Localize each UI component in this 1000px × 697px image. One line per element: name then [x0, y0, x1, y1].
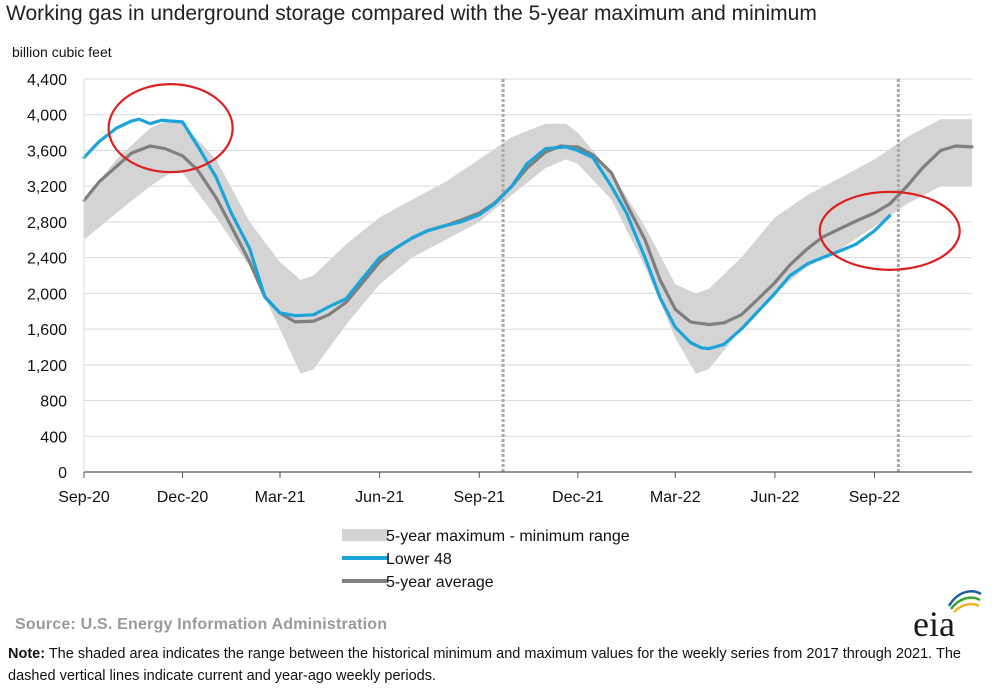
- range-band-layer: [84, 119, 972, 374]
- y-tick-label: 400: [40, 429, 67, 446]
- legend-five-year-average-label: 5-year average: [386, 574, 494, 591]
- x-tick-label: Dec-21: [552, 489, 604, 506]
- red-annotation-ellipse: [818, 190, 961, 271]
- y-tick-label: 0: [58, 465, 67, 482]
- dashed-reference-lines: [501, 79, 900, 472]
- x-tick-label: Sep-20: [58, 489, 110, 506]
- annotation-ellipses: [107, 83, 961, 271]
- chart-canvas: 0 400 800 1,200 1,600 2,000 2,400 2,800 3,200 3,6…: [27, 72, 974, 591]
- x-tick-label: Sep-22: [849, 489, 901, 506]
- logo-wordmark: eia: [913, 604, 955, 640]
- logo-swoosh-blue: [947, 590, 982, 607]
- footnote: Note: The shaded area indicates the rang…: [8, 643, 998, 687]
- logo-swoosh-yellow: [953, 602, 980, 613]
- note-text: The shaded area indicates the range betw…: [8, 646, 961, 684]
- legend: 5-year maximum - minimum range Lower 48 5-…: [342, 528, 630, 591]
- axes: 0 400 800 1,200 1,600 2,000 2,400 2,800 3,200 3,6…: [27, 72, 972, 506]
- legend-band-label: 5-year maximum - minimum range: [386, 528, 630, 545]
- legend-lower-48-label: Lower 48: [386, 551, 452, 568]
- x-tick-label: Dec-20: [157, 489, 209, 506]
- x-tick-label: Jun-22: [750, 489, 799, 506]
- logo-swoosh-green: [949, 596, 981, 610]
- x-tick-label: Mar-22: [650, 489, 701, 506]
- note-label: Note:: [8, 646, 46, 662]
- source-label: Source: U.S. Energy Information Administ…: [15, 616, 388, 633]
- y-tick-label: 2,800: [27, 215, 67, 232]
- y-tick-label: 1,200: [27, 358, 67, 375]
- y-tick-label: 3,600: [27, 143, 67, 160]
- chart-title: Working gas in underground storage compa…: [6, 2, 817, 25]
- y-tick-label: 2,000: [27, 286, 67, 303]
- y-tick-label: 2,400: [27, 251, 67, 268]
- x-tick-label: Sep-21: [453, 489, 505, 506]
- lower-48-line: [82, 117, 892, 351]
- range-band: [84, 119, 972, 374]
- x-tick-label: Mar-21: [255, 489, 306, 506]
- y-tick-label: 4,000: [27, 108, 67, 125]
- y-axis-unit-label: billion cubic feet: [12, 44, 112, 60]
- y-tick-label: 4,400: [27, 72, 67, 89]
- red-annotation-ellipse: [107, 83, 234, 174]
- y-tick-label: 800: [40, 394, 67, 411]
- y-tick-label: 1,600: [27, 322, 67, 339]
- x-tick-label: Jun-21: [355, 489, 404, 506]
- y-tick-label: 3,200: [27, 179, 67, 196]
- eia-logo: eia: [913, 590, 982, 640]
